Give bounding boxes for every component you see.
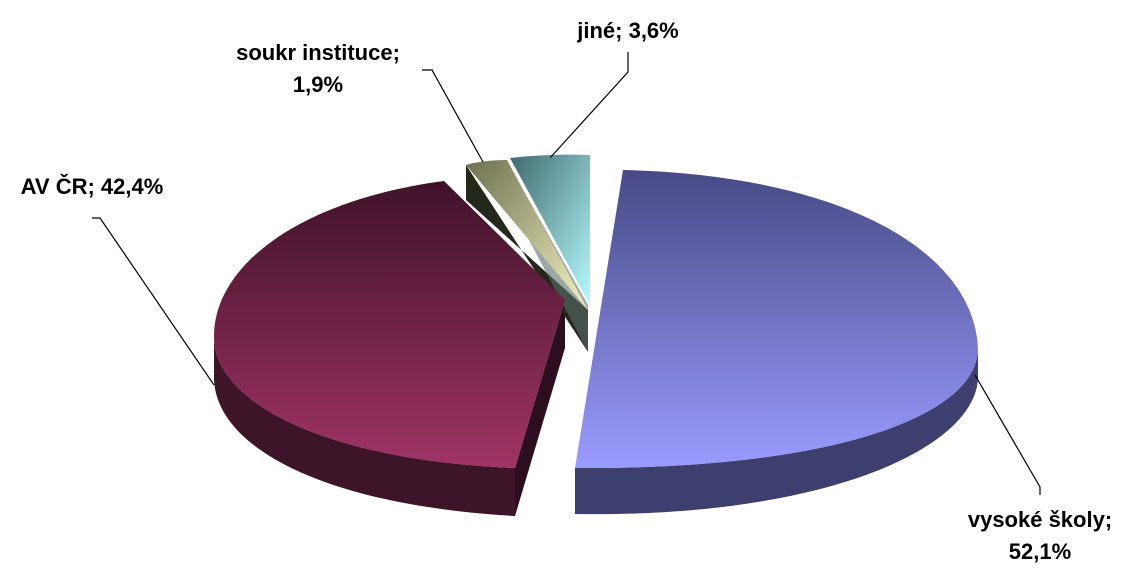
slice-side-vysoke-skoly [575, 350, 978, 515]
leader-line-vysoke-skoly [974, 374, 1041, 495]
slice-jine [510, 154, 590, 305]
data-label-vysoke-skoly-line1: vysoké školy; [968, 507, 1112, 532]
data-labels: vysoké školy; 52,1% AV ČR; 42,4% soukr i… [21, 18, 1112, 564]
leader-line-jine [549, 52, 629, 159]
data-label-jine-line1: jiné; 3,6% [576, 18, 678, 43]
data-label-soukr-instituce-line1: soukr instituce; [236, 40, 400, 65]
leader-line-av-cr [92, 217, 215, 386]
slice-soukr-instituce [466, 160, 588, 310]
leader-lines [92, 52, 1041, 495]
data-label-vysoke-skoly-line2: 52,1% [1009, 539, 1071, 564]
slice-av-cr [213, 181, 565, 468]
data-label-soukr-instituce-line2: 1,9% [293, 72, 343, 97]
slice-side-av-cr [213, 335, 515, 516]
slice-side-av-cr-cut [515, 300, 565, 516]
slice-vysoke-skoly [575, 170, 978, 469]
leader-line-soukr-instituce [422, 69, 484, 163]
pie-slices [213, 154, 978, 469]
data-label-av-cr-line1: AV ČR; 42,4% [21, 174, 164, 199]
